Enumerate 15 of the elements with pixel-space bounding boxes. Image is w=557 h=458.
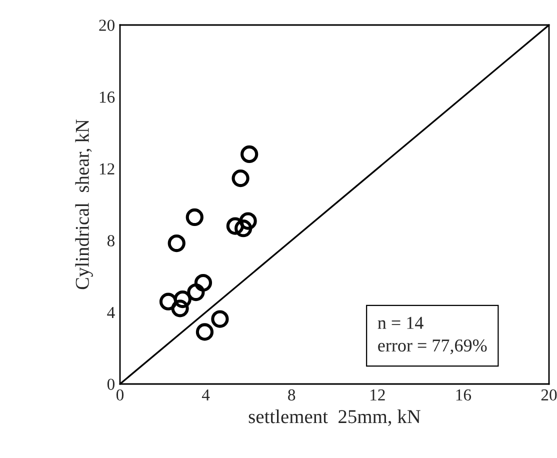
y-tick-label: 20 [99, 20, 115, 31]
x-tick-label: 0 [116, 389, 124, 401]
y-tick-label: 16 [100, 92, 115, 103]
y-tick-label: 4 [107, 307, 115, 318]
x-tick-label: 20 [541, 389, 557, 401]
x-tick-label: 12 [370, 389, 385, 400]
x-axis-title: settlement 25mm, kN [248, 410, 420, 426]
annotation: n = 14 error = 77,69% [378, 316, 487, 354]
y-axis-title: Cylindrical shear, kN [75, 119, 93, 290]
y-tick-label: 12 [100, 163, 114, 174]
x-tick-label: 16 [456, 389, 472, 401]
y-tick-label: 8 [107, 235, 115, 246]
y-tick-label: 0 [107, 378, 115, 390]
x-tick-label: 4 [202, 389, 210, 400]
x-tick-label: 8 [288, 389, 296, 401]
